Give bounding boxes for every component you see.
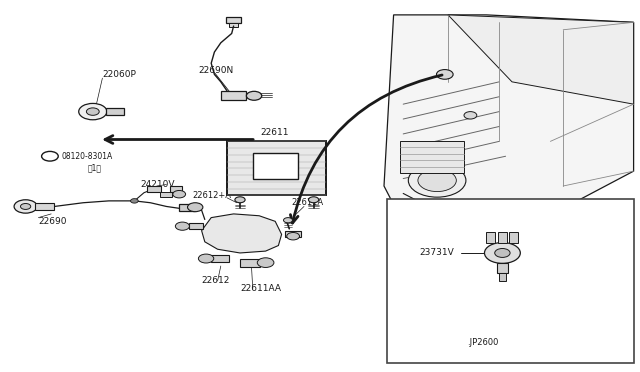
Polygon shape (448, 15, 634, 104)
Circle shape (131, 199, 138, 203)
Bar (221, 91, 246, 100)
Circle shape (308, 197, 319, 203)
Text: （1）: （1） (88, 163, 102, 172)
Text: 22612+A: 22612+A (192, 191, 231, 200)
Circle shape (173, 190, 186, 198)
Text: .JP2600: .JP2600 (467, 338, 499, 347)
Text: 22060P: 22060P (102, 70, 136, 79)
Bar (240, 259, 260, 267)
Circle shape (464, 112, 477, 119)
Circle shape (42, 151, 58, 161)
Bar (229, 23, 238, 27)
Circle shape (198, 254, 214, 263)
Text: 24210V: 24210V (141, 180, 175, 189)
Circle shape (20, 203, 31, 209)
Text: 22611: 22611 (261, 128, 289, 137)
Circle shape (246, 92, 262, 100)
Circle shape (495, 248, 510, 257)
Bar (211, 255, 229, 262)
Bar (227, 141, 326, 195)
Circle shape (79, 103, 107, 120)
Circle shape (484, 243, 520, 263)
Text: 22611A: 22611A (291, 198, 323, 207)
Bar (226, 17, 241, 23)
Text: 22611AA: 22611AA (240, 284, 281, 293)
Bar (509, 232, 518, 243)
Text: 22690: 22690 (38, 217, 67, 226)
Bar (35, 203, 54, 210)
Bar (147, 186, 161, 192)
Text: B: B (47, 152, 52, 161)
Bar (400, 141, 464, 173)
Circle shape (188, 203, 203, 212)
Circle shape (257, 258, 274, 267)
Circle shape (235, 197, 245, 203)
Text: 22612: 22612 (202, 276, 230, 285)
Text: 22690N: 22690N (198, 66, 234, 75)
Bar (253, 153, 298, 179)
Text: 08120-8301A: 08120-8301A (61, 152, 113, 161)
Bar (189, 223, 203, 229)
Polygon shape (202, 214, 282, 253)
Circle shape (287, 232, 300, 240)
Bar (486, 232, 495, 243)
Bar (285, 231, 301, 237)
Circle shape (408, 164, 466, 197)
Bar (387, 199, 634, 363)
Bar (498, 232, 507, 243)
Text: 23731V: 23731V (419, 248, 454, 257)
Bar (179, 204, 195, 211)
Bar (170, 186, 182, 192)
Circle shape (284, 218, 292, 223)
Bar (497, 263, 508, 273)
Bar (106, 108, 124, 115)
Circle shape (436, 70, 453, 79)
Polygon shape (384, 15, 634, 231)
Circle shape (418, 169, 456, 192)
Bar (160, 192, 172, 197)
Circle shape (175, 222, 189, 230)
Circle shape (86, 108, 99, 115)
Circle shape (14, 200, 37, 213)
Bar (499, 273, 506, 281)
